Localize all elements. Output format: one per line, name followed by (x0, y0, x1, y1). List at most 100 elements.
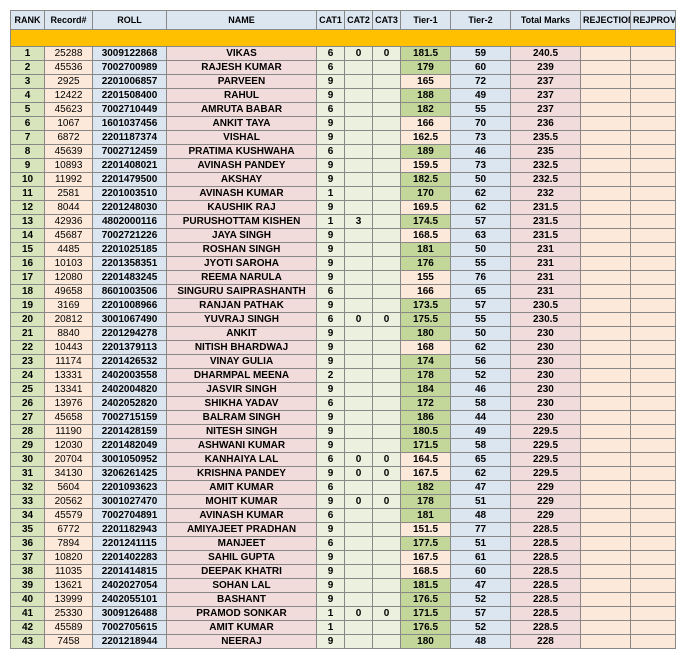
cell-total: 229 (511, 481, 581, 495)
cell-rejp (631, 327, 676, 341)
cell-rejp (631, 89, 676, 103)
cell-rec: 45639 (45, 145, 93, 159)
cell-tier1: 188 (401, 89, 451, 103)
cell-cat (345, 159, 373, 173)
cell-rank: 19 (11, 299, 45, 313)
cell-rank: 18 (11, 285, 45, 299)
cell-total: 229.5 (511, 453, 581, 467)
cell-name: SAHIL GUPTA (167, 551, 317, 565)
cell-name: NITESH SINGH (167, 425, 317, 439)
cell-rank: 37 (11, 551, 45, 565)
cell-rej (581, 453, 631, 467)
cell-rejp (631, 495, 676, 509)
cell-total: 230 (511, 383, 581, 397)
col-header: CAT2 (345, 11, 373, 30)
cell-tier1: 181 (401, 243, 451, 257)
cell-tier2: 50 (451, 173, 511, 187)
cell-tier1: 173.5 (401, 299, 451, 313)
cell-rejp (631, 551, 676, 565)
cell-rej (581, 537, 631, 551)
cell-rej (581, 425, 631, 439)
cell-rej (581, 327, 631, 341)
cell-name: RAJESH KUMAR (167, 61, 317, 75)
cell-tier1: 180.5 (401, 425, 451, 439)
cell-cat: 1 (317, 621, 345, 635)
cell-rank: 24 (11, 369, 45, 383)
cell-cat: 1 (317, 607, 345, 621)
cell-cat: 9 (317, 117, 345, 131)
cell-cat (345, 327, 373, 341)
cell-name: PRATIMA KUSHWAHA (167, 145, 317, 159)
cell-roll: 2201482049 (93, 439, 167, 453)
table-row: 768722201187374VISHAL9162.573235.5 (11, 131, 676, 145)
cell-rejp (631, 383, 676, 397)
cell-tier2: 57 (451, 607, 511, 621)
cell-rec: 8044 (45, 201, 93, 215)
cell-rej (581, 173, 631, 187)
table-row: 17120802201483245REEMA NARULA915576231 (11, 271, 676, 285)
cell-total: 228.5 (511, 551, 581, 565)
cell-roll: 2201428159 (93, 425, 167, 439)
cell-total: 237 (511, 103, 581, 117)
cell-roll: 2201426532 (93, 355, 167, 369)
cell-tier2: 50 (451, 327, 511, 341)
cell-name: PURUSHOTTAM KISHEN (167, 215, 317, 229)
cell-rank: 2 (11, 61, 45, 75)
cell-roll: 2201006857 (93, 75, 167, 89)
cell-cat: 9 (317, 495, 345, 509)
cell-name: MANJEET (167, 537, 317, 551)
cell-rec: 34130 (45, 467, 93, 481)
table-row: 13429364802000116PURUSHOTTAM KISHEN13174… (11, 215, 676, 229)
cell-roll: 7002700989 (93, 61, 167, 75)
cell-cat (345, 201, 373, 215)
cell-cat: 9 (317, 257, 345, 271)
cell-cat: 9 (317, 425, 345, 439)
table-row: 10119922201479500AKSHAY9182.550232.5 (11, 173, 676, 187)
cell-roll: 2201003510 (93, 187, 167, 201)
table-row: 29120302201482049ASHWANI KUMAR9171.55822… (11, 439, 676, 453)
table-row: 26139762402052820SHIKHA YADAV617258230 (11, 397, 676, 411)
cell-cat: 1 (317, 215, 345, 229)
cell-cat: 9 (317, 565, 345, 579)
cell-rej (581, 187, 631, 201)
cell-rank: 32 (11, 481, 45, 495)
cell-tier2: 51 (451, 495, 511, 509)
table-row: 31341303206261425KRISHNA PANDEY900167.56… (11, 467, 676, 481)
table-row: 2188402201294278ANKIT918050230 (11, 327, 676, 341)
cell-rej (581, 467, 631, 481)
cell-cat: 9 (317, 523, 345, 537)
cell-roll: 2201025185 (93, 243, 167, 257)
cell-cat (373, 383, 401, 397)
cell-rec: 2925 (45, 75, 93, 89)
cell-roll: 1601037456 (93, 117, 167, 131)
table-row: 610671601037456ANKIT TAYA916670236 (11, 117, 676, 131)
cell-roll: 2201408021 (93, 159, 167, 173)
cell-rank: 15 (11, 243, 45, 257)
cell-cat (373, 355, 401, 369)
cell-tier2: 62 (451, 341, 511, 355)
cell-cat: 6 (317, 61, 345, 75)
cell-tier1: 178 (401, 369, 451, 383)
cell-rej (581, 495, 631, 509)
cell-cat (345, 551, 373, 565)
cell-tier2: 62 (451, 467, 511, 481)
cell-rejp (631, 285, 676, 299)
cell-cat (345, 481, 373, 495)
cell-tier2: 52 (451, 369, 511, 383)
cell-total: 231.5 (511, 229, 581, 243)
cell-total: 228.5 (511, 607, 581, 621)
cell-cat (373, 523, 401, 537)
cell-rejp (631, 509, 676, 523)
cell-rank: 43 (11, 635, 45, 649)
cell-rec: 5604 (45, 481, 93, 495)
cell-rejp (631, 47, 676, 61)
cell-tier1: 167.5 (401, 551, 451, 565)
cell-rank: 28 (11, 425, 45, 439)
cell-cat (373, 299, 401, 313)
cell-roll: 2201187374 (93, 131, 167, 145)
cell-total: 229.5 (511, 425, 581, 439)
table-row: 41253303009126488PRAMOD SONKAR100171.557… (11, 607, 676, 621)
cell-cat (373, 61, 401, 75)
cell-tier2: 57 (451, 215, 511, 229)
cell-cat (345, 425, 373, 439)
